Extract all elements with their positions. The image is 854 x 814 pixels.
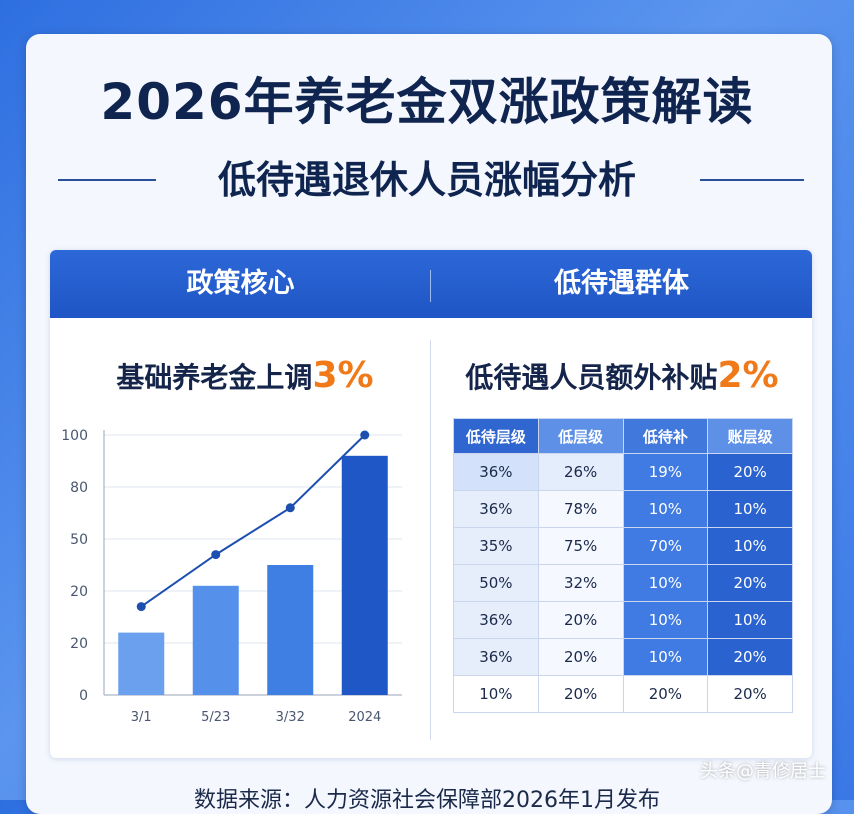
table-cell: 20% (537, 638, 624, 676)
page-subtitle: 低待遇退休人员涨幅分析 (217, 158, 636, 202)
left-heading-percent: 3% (312, 355, 374, 396)
right-heading-percent: 2% (717, 355, 779, 396)
bar (267, 565, 314, 695)
table-cell: 20% (622, 675, 709, 713)
table-cell: 20% (707, 453, 793, 491)
table-row: 10% 20% 20% 20% (453, 675, 793, 713)
table-cell: 10% (622, 638, 709, 676)
table-cell: 20% (537, 675, 624, 713)
trend-point (360, 430, 370, 440)
table-cell: 36% (453, 638, 539, 676)
table-cell: 20% (707, 638, 793, 676)
table-header-cell: 低待补 (622, 418, 709, 454)
subtitle-block: 低待遇退休人员涨幅分析 (0, 150, 854, 210)
data-source-footer: 数据来源：人力资源社会保障部2026年1月发布 (194, 788, 660, 813)
table-header-cell: 账层级 (707, 418, 793, 454)
table-cell: 10% (707, 601, 793, 639)
right-heading-text: 低待遇人员额外补贴 (465, 361, 718, 394)
table-cell: 20% (537, 601, 624, 639)
left-heading-text: 基础养老金上调 (116, 361, 313, 394)
band-label-group: 低待遇群体 (554, 268, 689, 299)
table-cell: 32% (537, 564, 624, 602)
bar (341, 455, 388, 695)
header-band: 政策核心 低待遇群体 (50, 250, 812, 318)
bar (118, 632, 165, 695)
watermark: 头条@青修居士 (700, 761, 826, 782)
table-cell: 10% (707, 527, 793, 565)
table-row: 35% 75% 70% 10% (453, 527, 793, 565)
table-cell: 26% (537, 453, 624, 491)
x-tick-label: 3/32 (276, 710, 305, 725)
table-row: 36% 20% 10% 20% (453, 638, 793, 676)
table-row: 36% 26% 19% 20% (453, 453, 793, 491)
table-cell: 19% (622, 453, 709, 491)
table-cell: 36% (453, 453, 539, 491)
table-header-cell: 低层级 (537, 418, 624, 454)
table-header-cell: 低待层级 (453, 418, 539, 454)
band-label-policy: 政策核心 (186, 268, 295, 299)
table-cell: 36% (453, 601, 539, 639)
bar (192, 585, 239, 695)
left-heading: 基础养老金上调3% (60, 348, 430, 404)
x-tick-label: 3/1 (131, 710, 152, 725)
table-cell: 35% (453, 527, 539, 565)
y-tick-label: 100 (61, 428, 88, 444)
y-tick-label: 0 (79, 688, 88, 704)
table-cell: 75% (537, 527, 624, 565)
y-tick-label: 20 (70, 584, 88, 600)
table-cell: 70% (622, 527, 709, 565)
page-title: 2026年养老金双涨政策解读 (100, 73, 754, 131)
table-body: 36% 26% 19% 20% 36% 78% 10% 10% 35% 75% 70% 10% 50% 3… (453, 453, 793, 713)
y-tick-label: 50 (70, 532, 88, 548)
table-header-row: 低待层级 低层级 低待补 账层级 (453, 418, 793, 454)
table-row: 50% 32% 10% 20% (453, 564, 793, 602)
band-divider (430, 270, 431, 302)
table-row: 36% 20% 10% 10% (453, 601, 793, 639)
table-cell: 50% (453, 564, 539, 602)
y-tick-label: 20 (70, 636, 88, 652)
right-heading: 低待遇人员额外补贴2% (432, 348, 812, 404)
trend-point (136, 602, 146, 612)
table-cell: 10% (453, 675, 539, 713)
table-cell: 10% (622, 564, 709, 602)
trend-line (140, 434, 366, 608)
table-cell: 20% (707, 675, 793, 713)
subtitle-rule-left (58, 179, 156, 181)
table-cell: 78% (537, 490, 624, 528)
growth-chart: 0 20 20 50 80 100 3/1 5/23 3/32 2024 (61, 428, 402, 725)
x-tick-label: 2024 (348, 710, 381, 725)
table-cell: 36% (453, 490, 539, 528)
table-cell: 10% (622, 601, 709, 639)
subtitle-rule-right (700, 179, 804, 181)
column-divider (430, 340, 431, 740)
trend-point (211, 550, 221, 560)
table-cell: 10% (622, 490, 709, 528)
table-cell: 10% (707, 490, 793, 528)
x-tick-label: 5/23 (201, 710, 230, 725)
y-tick-label: 80 (70, 480, 88, 496)
trend-point (285, 503, 295, 513)
table-cell: 20% (707, 564, 793, 602)
table-row: 36% 78% 10% 10% (453, 490, 793, 528)
subsidy-table: 低待层级 低层级 低待补 账层级 36% 26% 19% 20% 36% 78% 10% 10% 35… (453, 418, 793, 713)
